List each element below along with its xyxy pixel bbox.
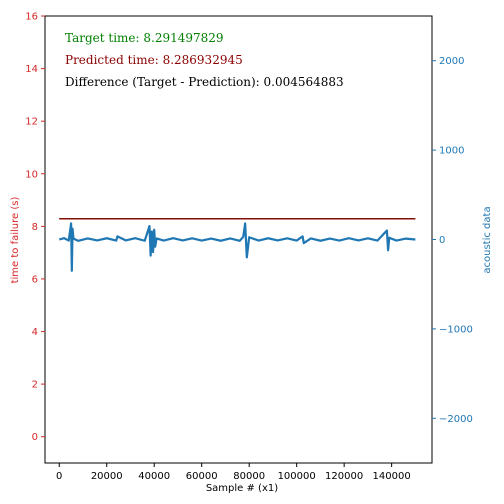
x-tick-label: 120000 (325, 471, 363, 482)
x-axis-label: Sample # (x1) (206, 483, 278, 494)
annotation-difference: Difference (Target - Prediction): 0.0045… (65, 75, 344, 89)
y-right-tick-label: 0 (439, 235, 445, 246)
x-tick-label: 100000 (278, 471, 316, 482)
y-right-tick-label: 2000 (439, 56, 464, 67)
y-left-tick-label: 16 (25, 12, 38, 23)
annotation-predicted-time: Predicted time: 8.286932945 (65, 53, 243, 67)
y-left-tick-label: 4 (32, 327, 38, 338)
y-left-tick-label: 2 (32, 380, 38, 391)
x-tick-label: 80000 (233, 471, 265, 482)
y-left-tick-label: 10 (25, 169, 38, 180)
y-left-tick-label: 12 (25, 117, 38, 128)
annotations: Target time: 8.291497829 Predicted time:… (65, 31, 344, 89)
x-tick-label: 20000 (91, 471, 123, 482)
series-line-2 (58, 222, 416, 272)
y-right-tick-label: −2000 (439, 414, 473, 425)
y-left-tick-label: 6 (32, 274, 38, 285)
y-axis-right-label: acoustic data (482, 206, 493, 273)
y-left-tick-label: 8 (32, 222, 38, 233)
axes-layer: 0 20000 40000 60000 80000 100000 120000 1400000… (25, 12, 473, 483)
y-left-tick-label: 14 (25, 64, 38, 75)
x-tick-label: 40000 (138, 471, 170, 482)
x-tick-label: 140000 (373, 471, 411, 482)
series-layer (58, 218, 416, 272)
x-tick-label: 0 (56, 471, 62, 482)
annotation-target-time: Target time: 8.291497829 (65, 31, 224, 45)
y-right-tick-label: 1000 (439, 146, 464, 157)
x-tick-label: 60000 (186, 471, 218, 482)
y-axis-left-label: time to failure (s) (10, 197, 21, 284)
y-left-tick-label: 0 (32, 432, 38, 443)
y-right-tick-label: −1000 (439, 324, 473, 335)
